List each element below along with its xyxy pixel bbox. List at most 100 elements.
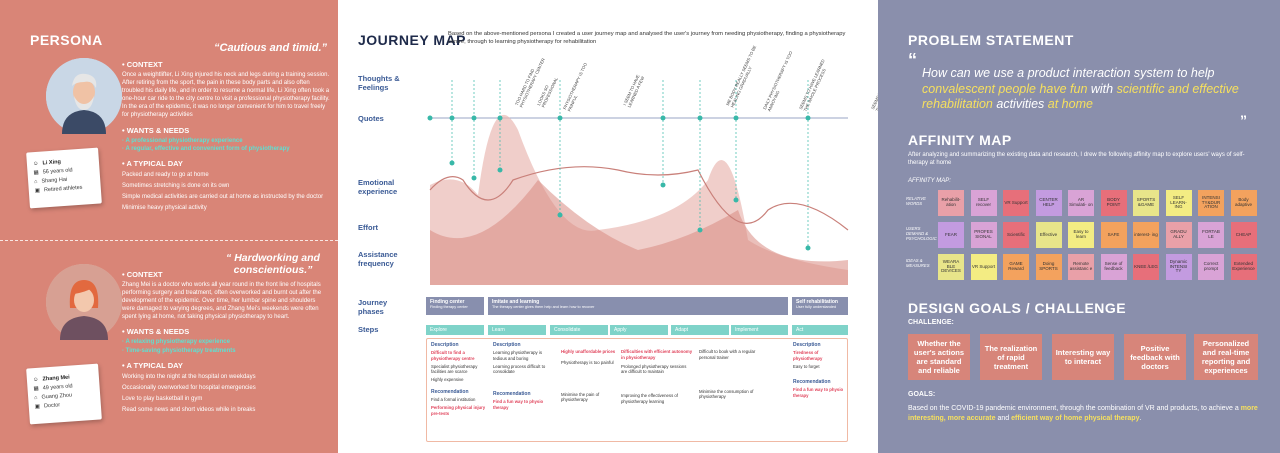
sticky-note: SPORTS &GAME	[1133, 190, 1159, 216]
persona2-day-1: Working into the night at the hospital o…	[122, 373, 256, 380]
desc-heading: Description	[431, 342, 459, 348]
persona2-day-heading: A TYPICAL DAY	[126, 360, 183, 370]
phase-sub: Finding therapy center	[430, 305, 468, 309]
persona1-day-4: Minimise heavy physical activity	[122, 205, 207, 212]
persona1-name: Li Xing	[42, 159, 62, 167]
quote-open-icon: “	[908, 50, 917, 70]
step-act: Act	[792, 325, 848, 335]
desc-col-6: Description Tiredness of physiotherapy E…	[793, 342, 847, 399]
challenge-heading: CHALLENGE:	[908, 319, 954, 326]
persona2-details: • CONTEXT Zhang Mei is a doctor who work…	[122, 270, 330, 414]
problem-statement: How can we use a product interaction sys…	[922, 66, 1252, 113]
affinity-row-label: RELATIVE WORDS	[906, 196, 926, 206]
context-icon: •	[122, 60, 127, 69]
persona1-quote: “Cautious and timid.”	[214, 42, 328, 54]
sticky-note: Sense of feedback	[1100, 254, 1127, 280]
woman-avatar-icon	[46, 264, 122, 340]
desc-col-2: Description Learning physiotherapy is te…	[493, 342, 555, 411]
row-assistance: Assistance frequency	[358, 250, 398, 268]
step-adapt: Adapt	[671, 325, 729, 335]
persona2-quote: “ Hardworking and conscientious.”	[226, 252, 320, 276]
affinity-grid: Rehabilit- ation SELF recover VR Support CE…	[938, 190, 1266, 284]
persona1-city: Shang Hai	[41, 176, 68, 185]
persona2-day-2: Occasionally overworked for hospital eme…	[122, 384, 256, 391]
desc-col-4: Difficulties with efficient autonomy in …	[621, 349, 693, 405]
phase-title: Finding center	[430, 299, 465, 305]
affinity-map: RELATIVE WORDS USERS DEMAND & PSYCHOLOGI…	[906, 190, 1266, 284]
sticky-note: SELF recover	[970, 190, 997, 216]
goals-highlight: more interesting, more accurate	[908, 405, 1258, 423]
persona2-want-1: · A relaxing physiotherapy experience	[122, 339, 230, 346]
sticky-note: Extended Experience	[1230, 254, 1257, 280]
persona2-day-3: Love to play basketball in gym	[122, 396, 203, 403]
sticky-note: SAFE	[1100, 222, 1127, 248]
sticky-note: BODY POINT	[1100, 190, 1127, 216]
persona1-details: • CONTEXT Once a weightlifter, Li Xing i…	[122, 60, 330, 212]
quote-point	[427, 115, 433, 121]
goals-part: Based on the COVID-19 pandemic environme…	[908, 405, 1241, 412]
day-icon: •	[122, 360, 127, 370]
wants-icon: •	[122, 327, 127, 337]
ps-part: with	[1087, 81, 1117, 96]
context-icon: •	[122, 270, 127, 279]
desc-item: Learning physiotherapy is tedious and bo…	[493, 350, 542, 361]
journey-intro: Based on the above-mentioned persona I c…	[448, 31, 846, 46]
desc-item: Tiredness of physiotherapy	[793, 350, 823, 361]
persona1-context: Once a weightlifter, Li Xing injured his…	[122, 72, 330, 119]
sticky-note: WEARA BLE DEVICES	[938, 254, 964, 280]
challenge-card: Positive feedback with doctors	[1124, 334, 1186, 380]
desc-item: Difficult to book with a regular persona…	[699, 349, 756, 360]
desc-item: Easy to forget	[793, 363, 820, 369]
challenge-card: Personalized and real-time reporting and…	[1194, 334, 1258, 380]
persona2-job: Doctor	[43, 402, 61, 410]
journey-chart	[427, 80, 849, 286]
goals-part: and	[995, 415, 1012, 423]
persona2-age: 49 years old	[42, 383, 73, 392]
user-icon: ☺	[32, 160, 39, 168]
wants-icon: •	[122, 125, 127, 135]
sticky-note: INTENSI TY&DUR ATION	[1198, 190, 1224, 216]
affinity-row-label: IDEAS & MEASURES	[906, 258, 930, 268]
rec-item: Minimise the pain of physiotherapy	[561, 391, 600, 403]
desc-item: Prolonged physiotherapy sessions are dif…	[621, 363, 687, 375]
journey-title: JOURNEY MAP	[358, 32, 466, 48]
rec-item: Improving the effectiveness of physiothe…	[621, 393, 679, 404]
affinity-intro: After analyzing and summarizing the exis…	[908, 152, 1245, 167]
row-steps: Steps	[358, 325, 379, 334]
step-learn: Learn	[488, 325, 546, 335]
sticky-note: Dynamic INTENSI TY	[1165, 254, 1192, 280]
sticky-note: Correct prompt	[1198, 254, 1224, 280]
emotion-point	[805, 245, 811, 251]
persona-title: PERSONA	[30, 32, 103, 48]
emotion-point	[449, 160, 455, 166]
sticky-note: CHEAP	[1230, 222, 1257, 248]
affinity-label: AFFINITY MAP:	[908, 178, 951, 184]
sticky-note: VR Support	[1003, 190, 1029, 216]
home-icon: ⌂	[34, 178, 38, 186]
phase-imitate: Imitate and learning The therapy center …	[488, 297, 788, 315]
rec-item: Find a formal institution	[431, 396, 476, 402]
goals-text: Based on the COVID-19 pandemic environme…	[908, 404, 1263, 424]
step-implement: Implement	[731, 325, 788, 335]
persona1-wants-heading: WANTS & NEEDS	[126, 125, 190, 135]
persona1-day-heading: A TYPICAL DAY	[126, 158, 183, 168]
goals-part: .	[1139, 415, 1142, 423]
sticky-note: GAME Reward	[1003, 254, 1029, 280]
challenge-card: The realization of rapid treatment	[980, 334, 1042, 380]
phase-title: Self rehabilitation	[796, 299, 838, 305]
thought-5: ME BODY REALLY SEEMS TO BE HEALING GRADU…	[725, 44, 758, 109]
sticky-note: Rehabilit- ation	[938, 190, 964, 216]
desc-heading: Description	[793, 342, 821, 348]
sticky-note: Easy to learn	[1068, 222, 1094, 248]
desc-heading: Description	[493, 342, 521, 348]
goals-title: DESIGN GOALS / CHALLENGE	[908, 300, 1127, 316]
ps-part: How can we use a product interaction sys…	[922, 66, 1215, 80]
calendar-icon: ▦	[33, 385, 39, 393]
problem-title: PROBLEM STATEMENT	[908, 32, 1074, 48]
sticky-note: CENTER HELP	[1035, 190, 1062, 216]
description-box: Description Difficult to find a physioth…	[426, 338, 848, 442]
sticky-note: Body adaptive	[1230, 190, 1257, 216]
persona1-job: Retired athletes	[43, 184, 83, 194]
thought-7: SEEMS TO HAVE LEARNED THE WHOLE PROCESS	[798, 58, 827, 113]
rec-heading: Recomendation	[493, 391, 531, 398]
